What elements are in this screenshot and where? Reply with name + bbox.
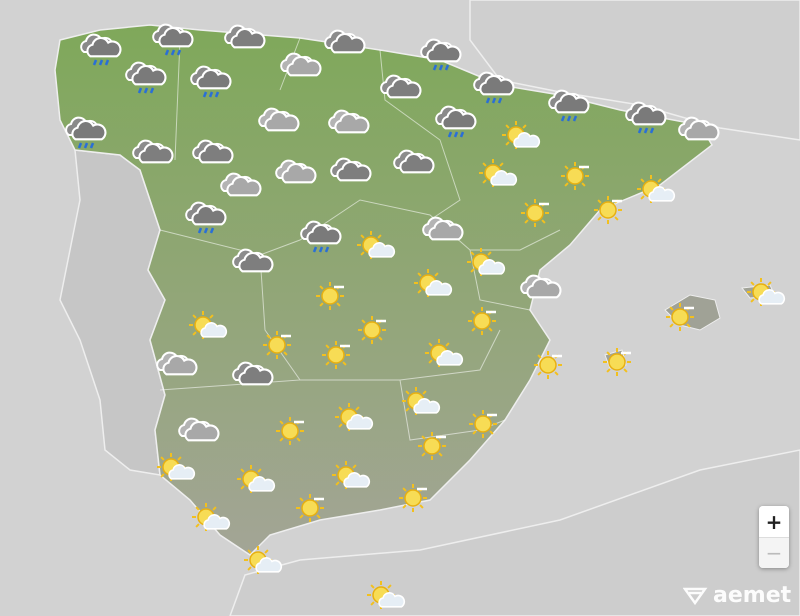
cloud-icon[interactable] <box>324 29 366 54</box>
sun-cloud-icon[interactable] <box>414 269 453 297</box>
rain-icon[interactable] <box>625 101 667 134</box>
logo-text: aemet <box>713 583 792 608</box>
rain-icon[interactable] <box>420 38 462 71</box>
cloud-light-icon[interactable] <box>678 116 720 141</box>
cloud-icon[interactable] <box>380 74 422 99</box>
sun-icon[interactable] <box>358 316 386 344</box>
cloud-light-icon[interactable] <box>280 52 322 77</box>
cloud-light-icon[interactable] <box>328 109 370 134</box>
rain-icon[interactable] <box>548 89 590 122</box>
sun-cloud-icon[interactable] <box>425 339 464 367</box>
sun-icon[interactable] <box>322 341 350 369</box>
rain-icon[interactable] <box>190 65 232 98</box>
sun-cloud-icon[interactable] <box>367 581 406 609</box>
cloud-light-icon[interactable] <box>520 274 562 299</box>
rain-icon[interactable] <box>300 220 342 253</box>
cloud-light-icon[interactable] <box>220 172 262 197</box>
sun-icon[interactable] <box>316 282 344 310</box>
sun-icon[interactable] <box>666 303 694 331</box>
cloud-icon[interactable] <box>232 248 274 273</box>
cloud-icon[interactable] <box>393 149 435 174</box>
sun-cloud-icon[interactable] <box>467 248 506 276</box>
cloud-icon[interactable] <box>232 361 274 386</box>
cloud-light-icon[interactable] <box>178 417 220 442</box>
cloud-light-icon[interactable] <box>275 159 317 184</box>
cloud-icon[interactable] <box>192 139 234 164</box>
sun-cloud-icon[interactable] <box>244 546 283 574</box>
sun-cloud-icon[interactable] <box>747 278 786 306</box>
sun-cloud-icon[interactable] <box>335 403 374 431</box>
sun-icon[interactable] <box>469 410 497 438</box>
forecast-icons <box>65 23 786 609</box>
sun-icon[interactable] <box>603 348 631 376</box>
cloud-light-icon[interactable] <box>422 216 464 241</box>
rain-icon[interactable] <box>435 105 477 138</box>
rain-icon[interactable] <box>125 61 167 94</box>
sun-cloud-icon[interactable] <box>357 231 396 259</box>
rain-icon[interactable] <box>65 116 107 149</box>
sun-cloud-icon[interactable] <box>192 503 231 531</box>
sun-icon[interactable] <box>594 196 622 224</box>
sun-cloud-icon[interactable] <box>502 121 541 149</box>
sun-cloud-icon[interactable] <box>157 453 196 481</box>
sun-icon[interactable] <box>399 484 427 512</box>
sun-cloud-icon[interactable] <box>402 387 441 415</box>
sun-icon[interactable] <box>276 417 304 445</box>
cloud-light-icon[interactable] <box>156 351 198 376</box>
cloud-icon[interactable] <box>132 139 174 164</box>
rain-icon[interactable] <box>152 23 194 56</box>
zoom-control: + − <box>759 506 789 568</box>
sun-icon[interactable] <box>296 494 324 522</box>
sun-icon[interactable] <box>263 331 291 359</box>
sun-cloud-icon[interactable] <box>479 159 518 187</box>
zoom-out-button[interactable]: − <box>759 537 789 568</box>
aemet-logo: aemet <box>683 583 791 608</box>
sun-icon[interactable] <box>521 199 549 227</box>
zoom-in-button[interactable]: + <box>759 506 789 537</box>
rain-icon[interactable] <box>473 71 515 104</box>
rain-icon[interactable] <box>185 201 227 234</box>
rain-icon[interactable] <box>80 33 122 66</box>
sun-icon[interactable] <box>534 351 562 379</box>
aemet-logo-icon <box>683 587 708 605</box>
sun-cloud-icon[interactable] <box>189 311 228 339</box>
sun-cloud-icon[interactable] <box>637 175 676 203</box>
sun-icon[interactable] <box>418 432 446 460</box>
cloud-light-icon[interactable] <box>258 107 300 132</box>
sun-cloud-icon[interactable] <box>332 461 371 489</box>
sun-cloud-icon[interactable] <box>237 465 276 493</box>
cloud-icon[interactable] <box>330 157 372 182</box>
cloud-icon[interactable] <box>224 24 266 49</box>
sun-icon[interactable] <box>468 307 496 335</box>
sun-icon[interactable] <box>561 162 589 190</box>
